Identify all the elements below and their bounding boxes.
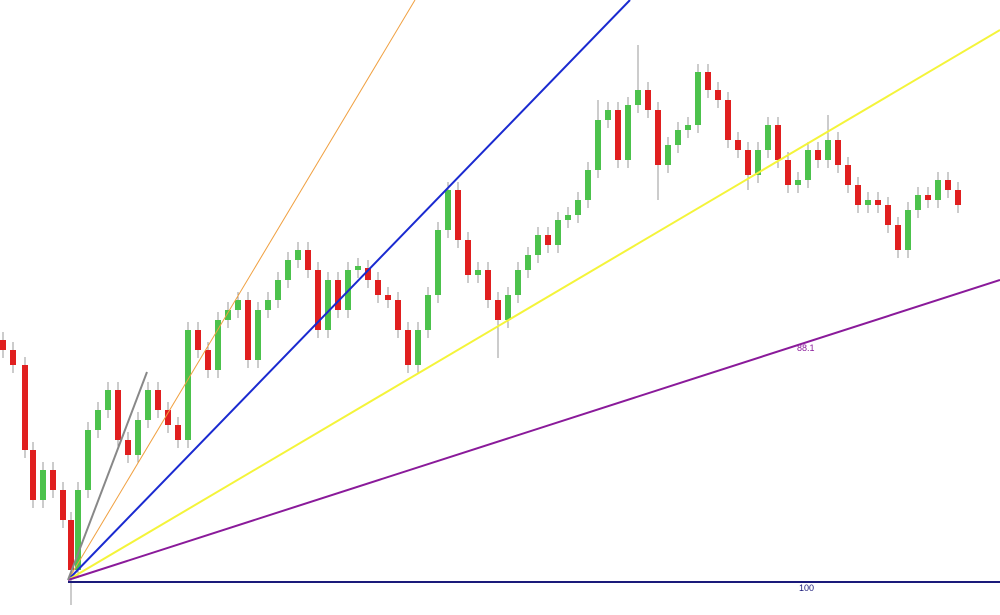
bearish-candles [0, 72, 961, 570]
fan-line-blue [67, 0, 631, 581]
fan-level-label: 88.1 [797, 343, 815, 353]
fan-line-yellow [67, 29, 1000, 581]
fan-line-gray [67, 371, 148, 581]
fan-level-label: 100 [799, 583, 814, 593]
fan-line-purple [67, 279, 1000, 581]
bullish-candles [40, 72, 941, 570]
fan-line-orange [67, 0, 416, 581]
wicks [2, 45, 959, 605]
